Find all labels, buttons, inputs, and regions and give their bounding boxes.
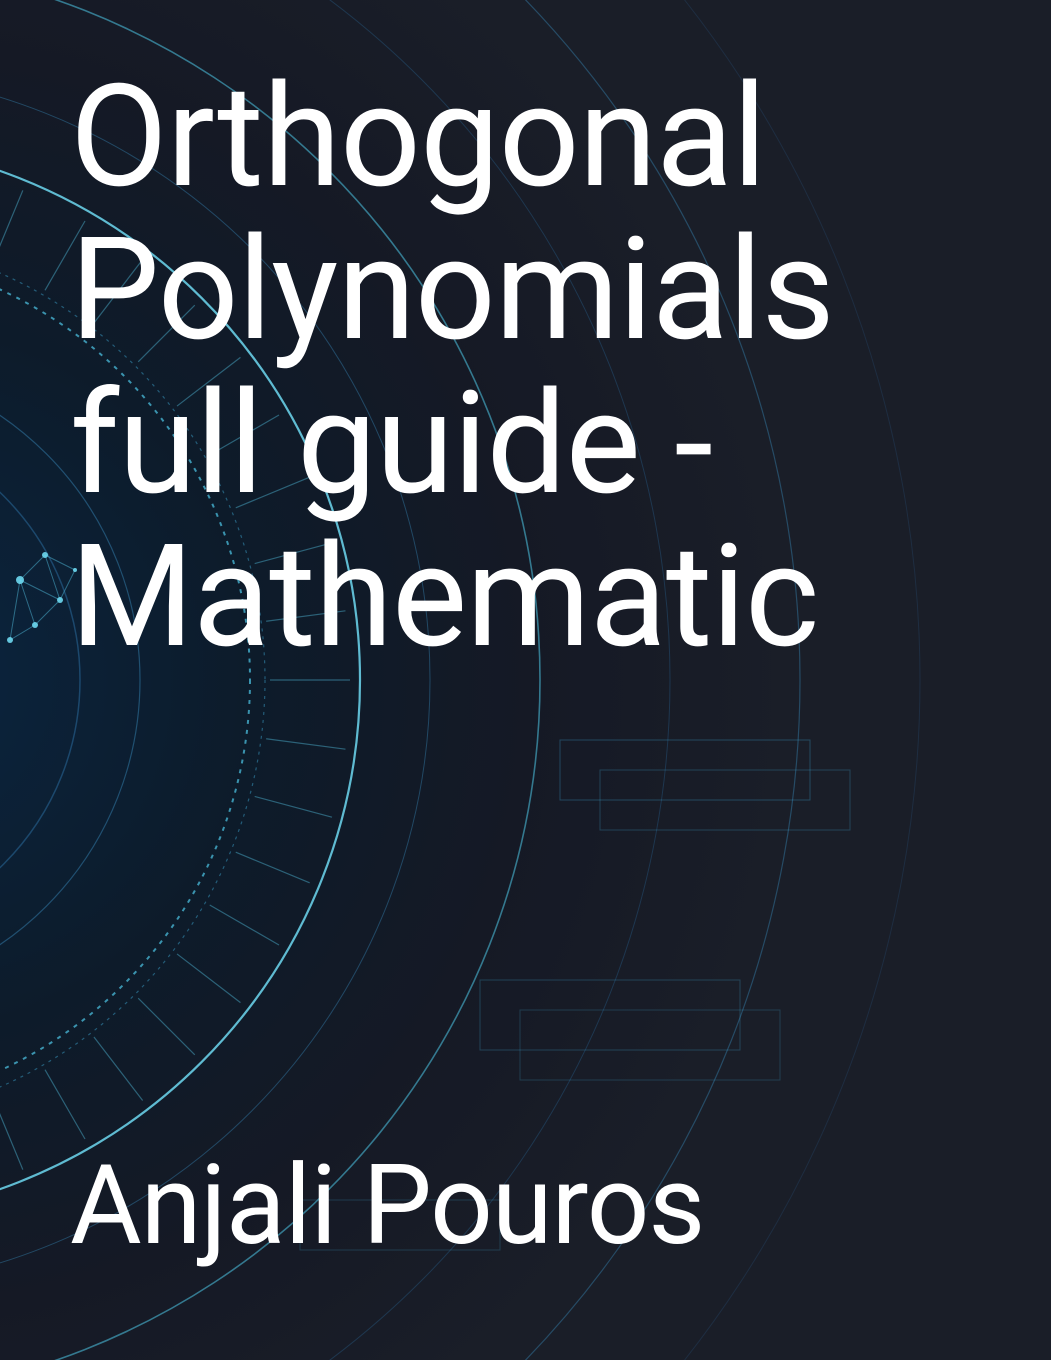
book-title: Orthogonal Polynomials full guide - Math… <box>70 60 991 673</box>
book-author: Anjali Pouros <box>70 1141 991 1270</box>
book-cover: Orthogonal Polynomials full guide - Math… <box>0 0 1051 1360</box>
